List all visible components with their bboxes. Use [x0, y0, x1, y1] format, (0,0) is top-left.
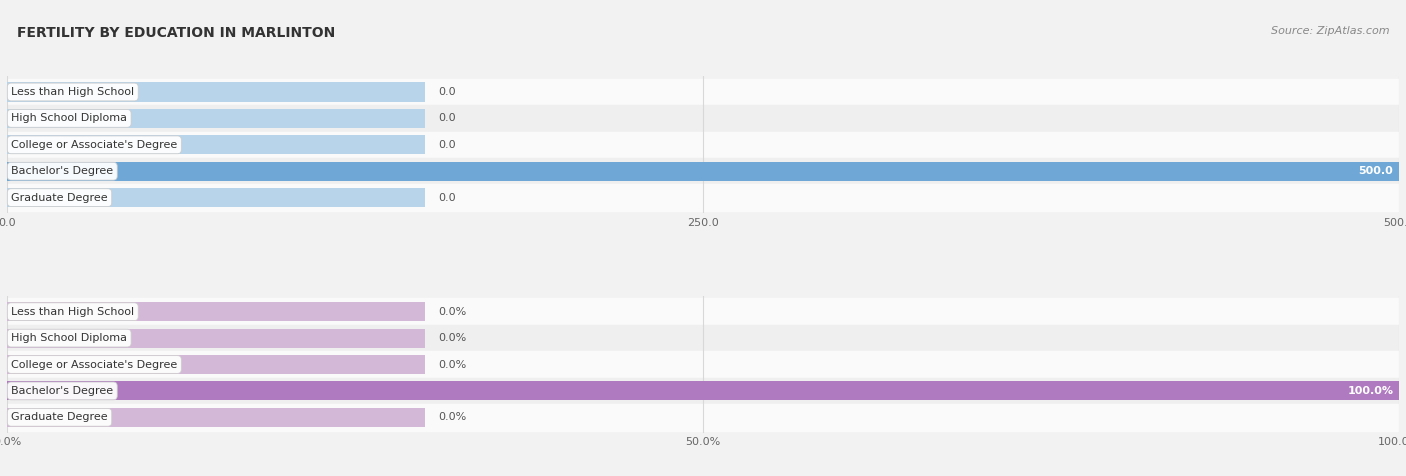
Bar — [7, 378, 1399, 404]
Bar — [7, 184, 1399, 211]
Bar — [7, 351, 1399, 378]
Bar — [7, 325, 1399, 351]
Bar — [7, 298, 1399, 325]
Text: 0.0%: 0.0% — [439, 307, 467, 317]
Text: College or Associate's Degree: College or Associate's Degree — [11, 140, 177, 150]
Bar — [7, 162, 425, 181]
Bar — [7, 105, 1399, 131]
Bar — [7, 328, 425, 347]
Bar — [7, 109, 425, 128]
Text: Source: ZipAtlas.com: Source: ZipAtlas.com — [1271, 26, 1389, 36]
Bar — [7, 188, 425, 207]
Text: 0.0: 0.0 — [439, 87, 456, 97]
Text: Bachelor's Degree: Bachelor's Degree — [11, 386, 114, 396]
Bar — [7, 404, 1399, 430]
Text: Graduate Degree: Graduate Degree — [11, 193, 108, 203]
Bar — [7, 158, 1399, 184]
Text: 0.0: 0.0 — [439, 113, 456, 123]
Text: Graduate Degree: Graduate Degree — [11, 412, 108, 422]
Text: 0.0: 0.0 — [439, 193, 456, 203]
Bar — [7, 79, 1399, 105]
Text: 0.0%: 0.0% — [439, 359, 467, 369]
Text: Less than High School: Less than High School — [11, 87, 135, 97]
Bar — [7, 82, 425, 101]
Text: 100.0%: 100.0% — [1347, 386, 1393, 396]
Bar — [7, 381, 1399, 400]
Text: College or Associate's Degree: College or Associate's Degree — [11, 359, 177, 369]
Text: 500.0: 500.0 — [1358, 166, 1393, 176]
Bar — [7, 408, 425, 427]
Text: 0.0%: 0.0% — [439, 412, 467, 422]
Text: 0.0: 0.0 — [439, 140, 456, 150]
Text: Less than High School: Less than High School — [11, 307, 135, 317]
Text: FERTILITY BY EDUCATION IN MARLINTON: FERTILITY BY EDUCATION IN MARLINTON — [17, 26, 335, 40]
Bar — [7, 162, 1399, 181]
Bar — [7, 131, 1399, 158]
Text: 0.0%: 0.0% — [439, 333, 467, 343]
Bar — [7, 302, 425, 321]
Bar — [7, 135, 425, 154]
Text: High School Diploma: High School Diploma — [11, 333, 127, 343]
Text: High School Diploma: High School Diploma — [11, 113, 127, 123]
Bar — [7, 355, 425, 374]
Bar — [7, 381, 425, 400]
Text: Bachelor's Degree: Bachelor's Degree — [11, 166, 114, 176]
